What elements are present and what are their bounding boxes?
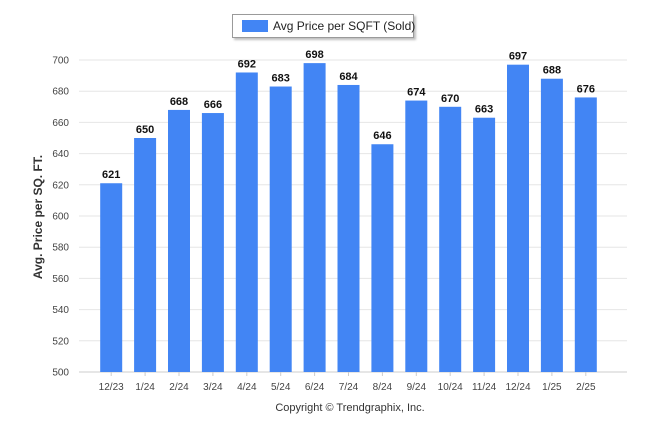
bar-value-label: 663 [475,104,493,116]
bar [303,63,326,373]
bar [201,113,224,372]
axes: 500 520 540 560 580 600 620 640 660 680 700 12/23 1/… [52,56,627,393]
bar [134,138,157,372]
bar [337,84,360,373]
y-tick-label: 560 [52,274,69,285]
bar-value-label: 676 [577,83,595,95]
x-tick-label: 9/24 [407,382,427,393]
bar-value-label: 688 [543,65,561,77]
copyright-text: Copyright © Trendgraphix, Inc. [275,402,425,414]
x-tick-label: 4/24 [237,382,257,393]
x-tick-label: 3/24 [203,382,223,393]
x-tick-label: 11/24 [472,382,497,393]
x-tick-label: 7/24 [339,382,359,393]
x-tick-label: 5/24 [271,382,291,393]
y-tick-label: 540 [52,305,69,316]
bar-value-label: 697 [509,51,527,63]
x-tick-label: 6/24 [305,382,325,393]
bar [473,117,496,372]
y-tick-label: 520 [52,336,69,347]
x-tick-label: 12/23 [99,382,124,393]
y-tick-label: 640 [52,149,69,160]
y-tick-label: 620 [52,180,69,191]
bars [100,63,597,373]
y-tick-label: 600 [52,212,69,223]
x-tick-label: 8/24 [373,382,393,393]
y-tick-label: 580 [52,243,69,254]
y-tick-label: 660 [52,118,69,129]
y-tick-label: 500 [52,368,69,379]
bar [235,72,258,372]
value-labels: 621 650 668 666 692 683 698 684 646 674 670 663 697 6… [102,49,595,181]
bar [405,100,428,372]
bar-value-label: 692 [238,58,256,70]
legend-swatch [242,20,268,32]
bar-value-label: 621 [102,169,120,181]
bar-value-label: 650 [136,124,154,136]
x-tick-label: 2/24 [169,382,189,393]
bar-value-label: 646 [373,130,391,142]
bar [507,64,529,373]
legend-label: Avg Price per SQFT (Sold) [273,19,416,33]
bar-value-label: 698 [305,49,323,61]
bar [168,109,190,373]
x-tick-label: 1/24 [135,382,155,393]
bar [439,106,462,373]
y-tick-label: 700 [52,56,69,67]
bar-value-label: 684 [339,71,358,83]
x-tick-label: 1/25 [542,382,562,393]
bar-value-label: 670 [441,93,459,105]
y-tick-label: 680 [52,87,69,98]
x-tick-label: 10/24 [438,382,463,393]
bar [371,144,394,372]
bar-value-label: 683 [272,73,290,85]
bar-value-label: 668 [170,96,188,108]
x-tick-label: 2/25 [576,382,596,393]
bar-value-label: 674 [407,87,426,99]
bar-value-label: 666 [204,99,222,111]
bar [100,183,123,372]
y-axis-title: Avg. Price per SQ. FT. [31,155,45,279]
bar [574,97,597,372]
legend: Avg Price per SQFT (Sold) [232,14,416,38]
bar [540,78,563,372]
x-tick-label: 12/24 [505,382,530,393]
bar [269,86,292,373]
